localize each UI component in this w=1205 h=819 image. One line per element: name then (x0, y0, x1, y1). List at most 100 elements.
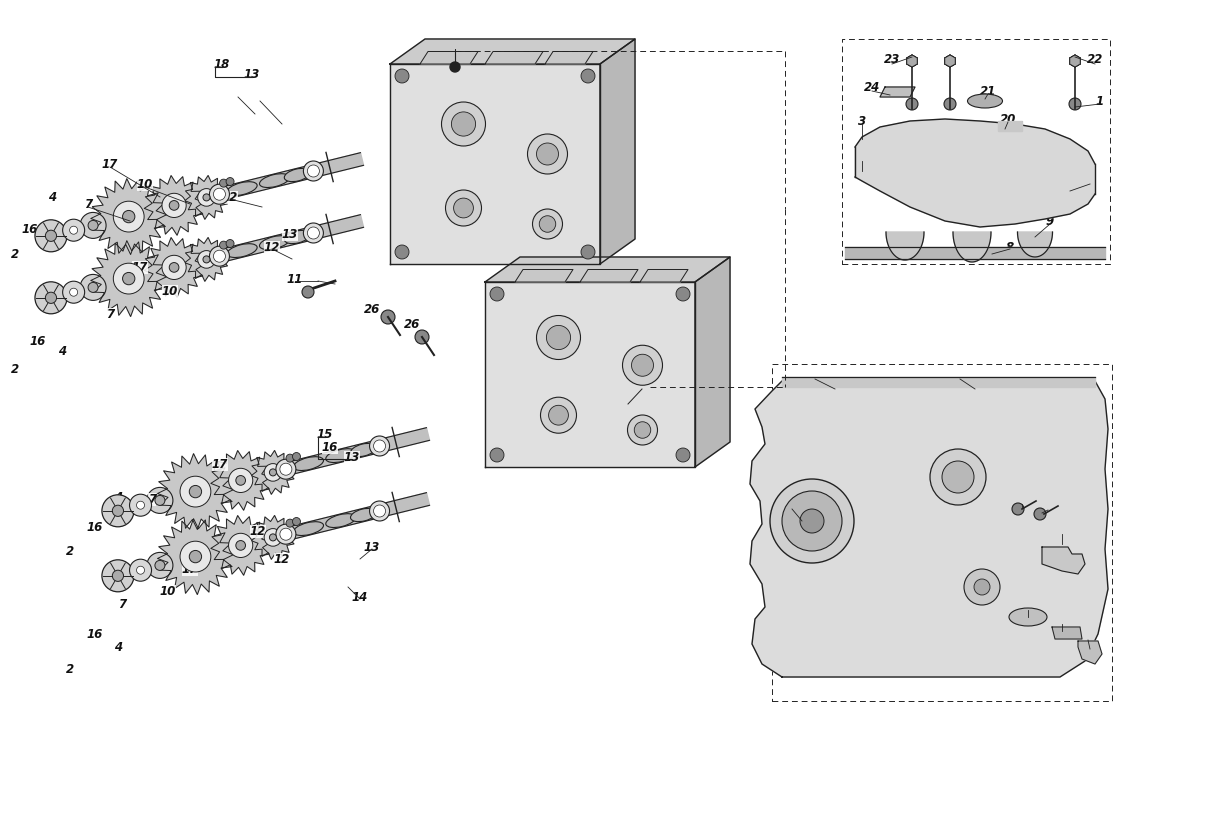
Text: 18: 18 (213, 58, 230, 71)
Text: 4: 4 (114, 491, 122, 504)
Text: 23: 23 (884, 53, 900, 66)
Text: 24: 24 (864, 81, 880, 94)
Circle shape (46, 293, 57, 304)
Circle shape (219, 180, 228, 188)
Circle shape (374, 505, 386, 518)
Circle shape (70, 227, 77, 235)
Text: 10: 10 (190, 481, 206, 494)
Circle shape (123, 273, 135, 285)
Circle shape (161, 194, 187, 218)
Polygon shape (998, 122, 1022, 132)
Ellipse shape (294, 522, 323, 536)
Text: 9: 9 (1046, 215, 1054, 229)
Ellipse shape (325, 514, 355, 528)
Circle shape (304, 162, 323, 182)
Circle shape (452, 113, 476, 137)
Circle shape (180, 477, 211, 508)
Ellipse shape (351, 444, 376, 457)
Polygon shape (1078, 641, 1103, 664)
Text: 4: 4 (114, 640, 122, 654)
Circle shape (88, 221, 98, 231)
Polygon shape (856, 120, 1095, 228)
Circle shape (155, 561, 165, 571)
Circle shape (370, 501, 389, 522)
Circle shape (453, 199, 474, 219)
Circle shape (180, 541, 211, 572)
Circle shape (227, 240, 234, 248)
Circle shape (541, 398, 576, 434)
Circle shape (189, 550, 201, 563)
Text: 4: 4 (58, 345, 66, 358)
Ellipse shape (1009, 609, 1047, 627)
Text: 2: 2 (11, 248, 19, 261)
Circle shape (198, 251, 216, 269)
Polygon shape (768, 382, 790, 677)
Circle shape (276, 459, 296, 480)
Ellipse shape (259, 237, 289, 250)
Circle shape (80, 213, 106, 239)
Text: 8: 8 (788, 501, 797, 514)
Circle shape (548, 405, 569, 426)
Circle shape (374, 441, 386, 452)
Text: 16: 16 (322, 441, 339, 454)
Polygon shape (145, 176, 204, 236)
Polygon shape (251, 451, 295, 495)
Text: 6: 6 (1086, 175, 1094, 188)
Circle shape (213, 189, 225, 201)
Polygon shape (158, 519, 234, 595)
Text: 21: 21 (980, 85, 997, 98)
Circle shape (161, 256, 187, 280)
Polygon shape (36, 215, 364, 308)
Circle shape (219, 242, 228, 250)
Circle shape (88, 283, 98, 293)
Text: 2: 2 (66, 545, 74, 558)
Text: 26: 26 (364, 303, 380, 316)
Circle shape (129, 559, 152, 581)
Polygon shape (90, 179, 166, 256)
Text: 3: 3 (858, 115, 866, 129)
Circle shape (770, 479, 854, 563)
Circle shape (944, 99, 956, 111)
Text: 2: 2 (11, 363, 19, 376)
Text: 13: 13 (364, 541, 380, 554)
Polygon shape (880, 88, 915, 98)
Circle shape (80, 275, 106, 301)
Polygon shape (580, 270, 637, 283)
Text: 15: 15 (317, 428, 333, 441)
Polygon shape (953, 233, 991, 263)
Polygon shape (104, 428, 429, 521)
Circle shape (628, 415, 658, 446)
Circle shape (112, 571, 124, 581)
Circle shape (236, 541, 246, 550)
Circle shape (202, 195, 210, 201)
Text: 7: 7 (106, 308, 114, 321)
Circle shape (63, 282, 84, 304)
Circle shape (236, 476, 246, 486)
Circle shape (906, 99, 918, 111)
Text: 2: 2 (66, 663, 74, 676)
Circle shape (276, 524, 296, 545)
Circle shape (112, 505, 124, 517)
Circle shape (113, 202, 145, 233)
Circle shape (293, 518, 300, 526)
Circle shape (581, 246, 595, 260)
Circle shape (800, 509, 824, 533)
Text: 5: 5 (971, 381, 978, 394)
Circle shape (974, 579, 991, 595)
Circle shape (533, 210, 563, 240)
Circle shape (229, 534, 253, 558)
Circle shape (415, 331, 429, 345)
Polygon shape (515, 270, 574, 283)
Text: 23: 23 (1080, 631, 1097, 644)
Circle shape (942, 461, 974, 493)
Polygon shape (90, 242, 166, 317)
Circle shape (227, 179, 234, 186)
Circle shape (381, 310, 395, 324)
Circle shape (676, 449, 690, 463)
Circle shape (213, 251, 225, 263)
Text: 17: 17 (131, 261, 148, 274)
Polygon shape (211, 516, 270, 576)
Circle shape (270, 534, 276, 541)
Text: 1: 1 (1018, 495, 1027, 508)
Text: 13: 13 (343, 451, 360, 464)
